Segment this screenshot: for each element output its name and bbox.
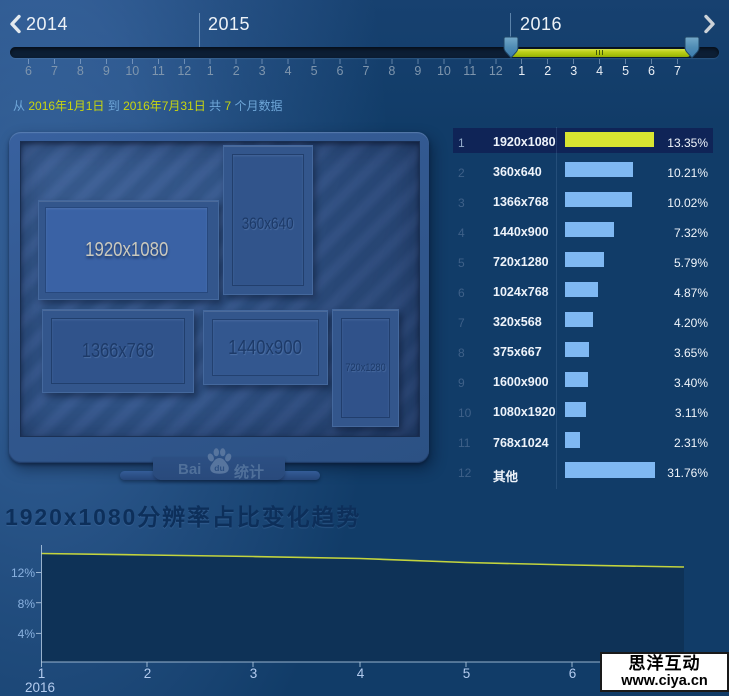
svg-text:du: du: [214, 463, 224, 473]
